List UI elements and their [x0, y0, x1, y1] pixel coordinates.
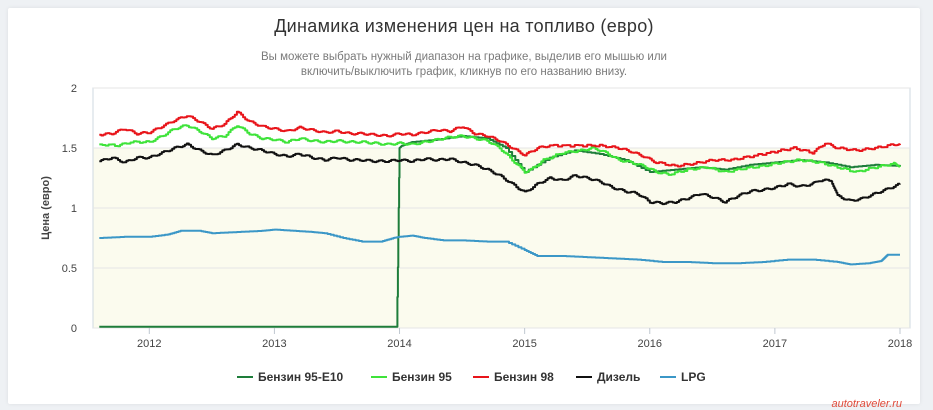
series-line-5[interactable]: [99, 228, 900, 266]
x-tick-label: 2017: [763, 338, 787, 350]
x-tick-label: 2012: [137, 338, 161, 350]
series-line-2[interactable]: [99, 124, 901, 176]
legend-item[interactable]: Бензин 95: [392, 370, 452, 384]
y-tick-label: 1: [71, 203, 77, 215]
y-axis-label: Цена (евро): [40, 176, 52, 240]
subtitle-line-2: включить/выключить график, кликнув по ег…: [300, 66, 628, 78]
series-line-3[interactable]: [99, 110, 901, 168]
series-line-4[interactable]: [99, 142, 901, 206]
y-tick-label: 2: [71, 83, 77, 95]
x-tick-label: 2016: [638, 338, 662, 350]
y-tick-label: 0: [71, 323, 77, 335]
legend-item[interactable]: Дизель: [597, 370, 640, 384]
chart-title: Динамика изменения цен на топливо (евро): [274, 16, 654, 36]
legend-item[interactable]: Бензин 98: [494, 370, 554, 384]
x-tick-label: 2018: [888, 338, 912, 350]
x-tick-label: 2013: [262, 338, 286, 350]
chart-subtitle: Вы можете выбрать нужный диапазон на гра…: [158, 50, 770, 80]
plot-band-lower: [93, 148, 910, 328]
x-tick-label: 2015: [512, 338, 536, 350]
legend-item[interactable]: LPG: [681, 370, 706, 384]
subtitle-line-1: Вы можете выбрать нужный диапазон на гра…: [261, 51, 667, 63]
y-tick-label: 1.5: [62, 143, 77, 155]
y-tick-label: 0.5: [62, 263, 77, 275]
legend-item[interactable]: Бензин 95-E10: [258, 370, 343, 384]
x-tick-label: 2014: [387, 338, 411, 350]
plot-band-upper: [93, 88, 910, 148]
